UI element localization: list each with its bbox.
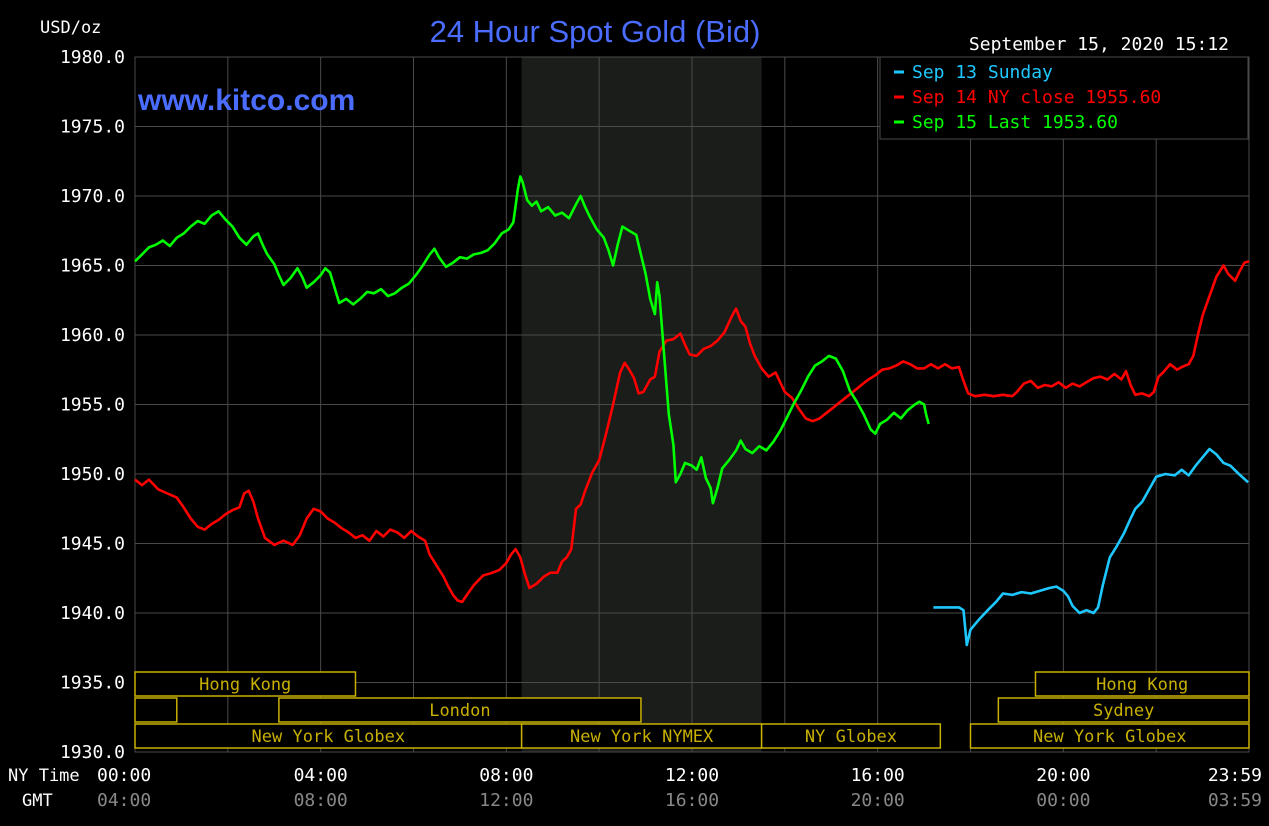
y-tick-label: 1970.0 xyxy=(60,186,125,207)
series-line-2 xyxy=(134,260,1250,604)
session-bar xyxy=(760,723,942,749)
series-line-1 xyxy=(933,447,1249,647)
y-tick-label: 1935.0 xyxy=(60,673,125,694)
session-bar xyxy=(1034,671,1250,697)
legend-label: Sep 14 NY close 1955.60 xyxy=(912,87,1161,108)
legend: Sep 13 Sunday Sep 14 NY close 1955.60 Sep … xyxy=(879,56,1249,140)
y-tick-label: 1955.0 xyxy=(60,395,125,416)
y-axis-label: USD/oz xyxy=(40,18,101,38)
y-tick-label: 1965.0 xyxy=(60,256,125,277)
session-label: London xyxy=(429,701,490,721)
y-tick-label: 1940.0 xyxy=(60,603,125,624)
y-tick-label: 1930.0 xyxy=(60,742,125,763)
series-line-3 xyxy=(134,175,930,505)
x-axis2-name: GMT xyxy=(22,791,53,811)
x-tick-label-ny: 00:00 xyxy=(97,765,151,786)
x-tick-label-gmt: 12:00 xyxy=(479,790,533,811)
session-bar xyxy=(997,697,1250,723)
session-bar xyxy=(134,671,357,697)
session-label: New York Globex xyxy=(1033,727,1187,747)
x-tick-label-ny: 12:00 xyxy=(665,765,719,786)
plot-border xyxy=(134,56,1250,753)
session-label: Hong Kong xyxy=(199,675,291,695)
session-bar xyxy=(278,697,642,723)
x-tick-label-gmt: 04:00 xyxy=(97,790,151,811)
legend-label: Sep 15 Last 1953.60 xyxy=(912,112,1118,133)
x-tick-label-gmt: 00:00 xyxy=(1036,790,1090,811)
session-label: New York Globex xyxy=(252,727,406,747)
y-tick-label: 1960.0 xyxy=(60,325,125,346)
x-tick-label-ny: 16:00 xyxy=(851,765,905,786)
y-tick-label: 1975.0 xyxy=(60,117,125,138)
x-tick-label-ny: 20:00 xyxy=(1036,765,1090,786)
session-label: Hong Kong xyxy=(1096,675,1188,695)
session-bar xyxy=(134,697,178,723)
chart-title: 24 Hour Spot Gold (Bid) xyxy=(430,14,761,49)
y-tick-label: 1980.0 xyxy=(60,47,125,68)
x-tick-label-ny: 08:00 xyxy=(479,765,533,786)
session-bar xyxy=(134,723,523,749)
y-tick-label: 1945.0 xyxy=(60,534,125,555)
session-label: NY Globex xyxy=(805,727,897,747)
x-tick-label-ny: 23:59 xyxy=(1208,765,1262,786)
session-bar xyxy=(969,723,1250,749)
chart-timestamp: September 15, 2020 15:12 xyxy=(969,34,1229,55)
x-tick-label-gmt: 03:59 xyxy=(1208,790,1262,811)
x-tick-label-gmt: 08:00 xyxy=(294,790,348,811)
session-bar xyxy=(520,723,763,749)
watermark-text: www.kitco.com xyxy=(137,84,355,117)
session-label: Sydney xyxy=(1093,701,1154,721)
x-axis-name: NY Time xyxy=(8,766,80,786)
session-label: New York NYMEX xyxy=(570,727,714,747)
y-tick-label: 1950.0 xyxy=(60,464,125,485)
x-tick-label-gmt: 20:00 xyxy=(851,790,905,811)
x-tick-label-gmt: 16:00 xyxy=(665,790,719,811)
legend-box xyxy=(879,56,1249,140)
legend-label: Sep 13 Sunday xyxy=(912,62,1053,83)
x-tick-label-ny: 04:00 xyxy=(294,765,348,786)
